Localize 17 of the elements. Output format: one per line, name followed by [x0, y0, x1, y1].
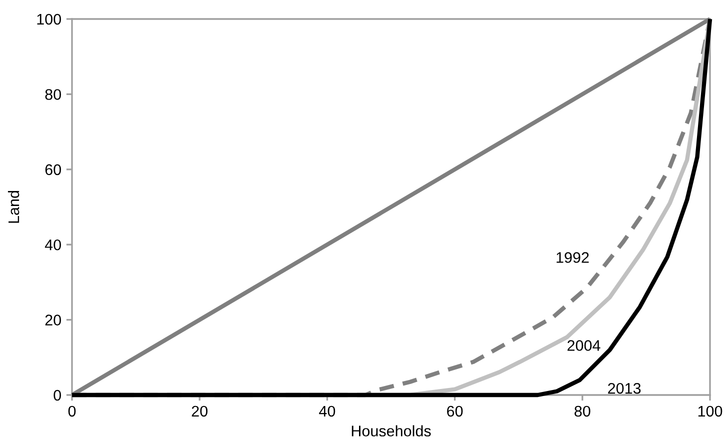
- y-tick-label: 60: [45, 164, 61, 176]
- series-label: 2013: [608, 382, 641, 394]
- y-tick-label: 100: [37, 14, 61, 25]
- x-tick-label: 0: [68, 406, 76, 417]
- x-tick-label: 100: [698, 406, 722, 417]
- series-label: 2004: [568, 340, 600, 351]
- y-tick-label: 40: [44, 239, 61, 250]
- x-axis-title: Households: [352, 425, 431, 436]
- x-tick-label: 40: [319, 406, 336, 417]
- y-axis-title: Land: [8, 190, 20, 223]
- x-tick-label: 60: [447, 406, 463, 417]
- series-label: 1992: [556, 252, 589, 263]
- x-tick-label: 20: [192, 406, 208, 417]
- y-tick-label: 0: [54, 390, 61, 401]
- x-tick-label: 80: [574, 406, 590, 417]
- y-tick-label: 20: [45, 314, 61, 326]
- y-tick-label: 80: [45, 89, 61, 100]
